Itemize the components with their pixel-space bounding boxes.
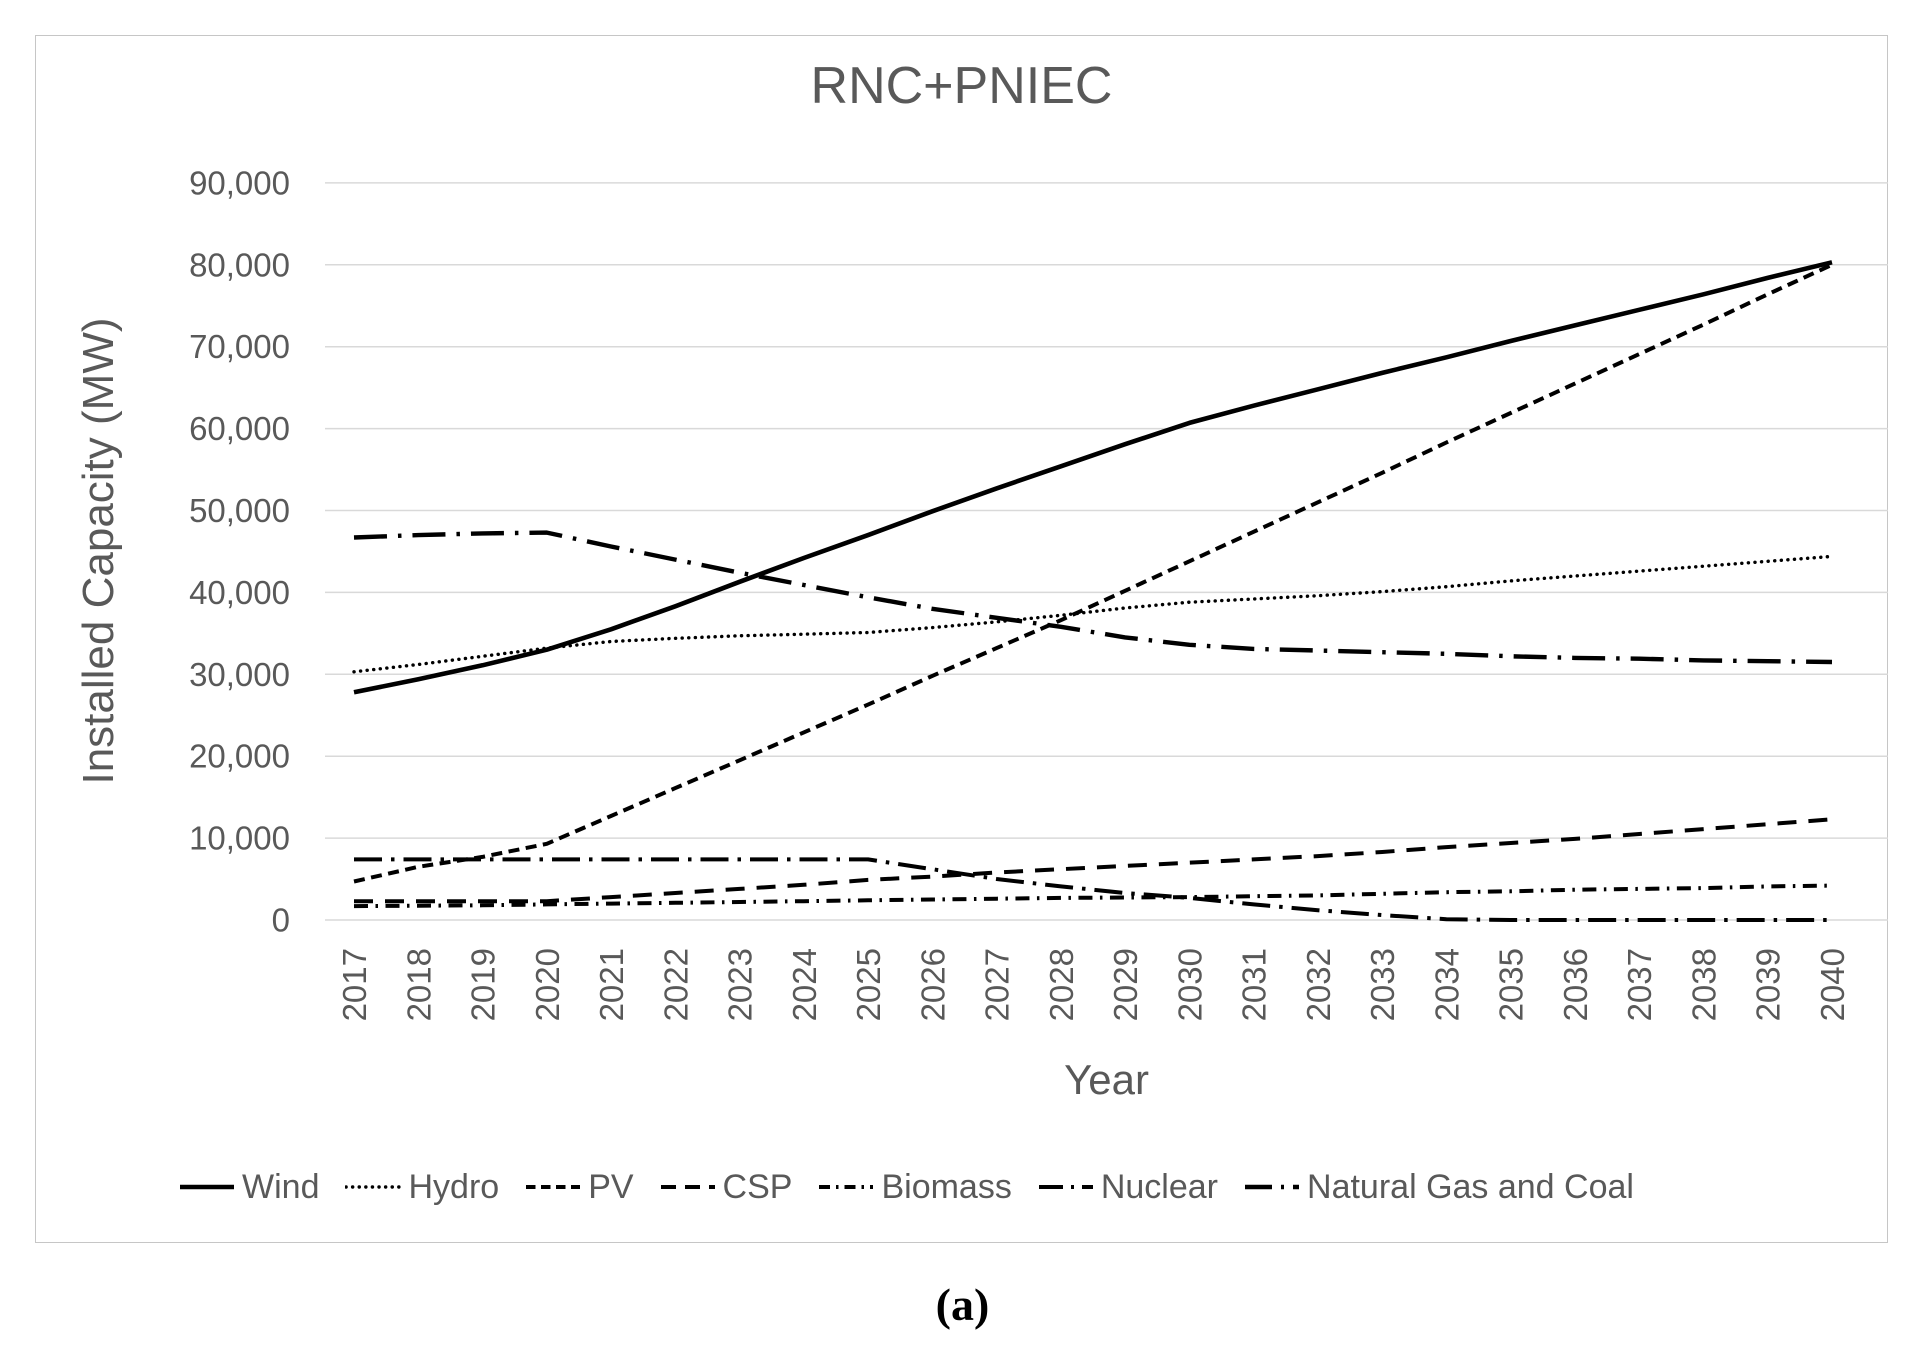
x-tick-label: 2038 <box>1685 948 1722 1021</box>
series-line-hydro <box>352 554 1834 674</box>
y-tick-label: 70,000 <box>189 328 290 365</box>
x-axis-title: Year <box>1064 1056 1149 1103</box>
chart-border <box>35 35 1888 1243</box>
gridlines <box>325 182 1888 921</box>
legend-item-natural-gas-and-coal: Natural Gas and Coal <box>1244 1168 1634 1207</box>
x-tick-label: 2024 <box>786 948 823 1021</box>
series-line-wind <box>353 260 1833 695</box>
y-tick-label: 20,000 <box>189 738 290 775</box>
x-tick-label: 2026 <box>914 948 951 1021</box>
x-tick-label: 2033 <box>1364 948 1401 1021</box>
x-tick-label: 2022 <box>657 948 694 1021</box>
legend-label: Hydro <box>408 1167 500 1206</box>
series-line-natural-gas-and-coal <box>353 530 1833 665</box>
series-line-pv <box>353 262 1833 884</box>
y-tick-label: 0 <box>272 902 290 939</box>
chart-title: RNC+PNIEC <box>810 57 1113 115</box>
y-tick-label: 90,000 <box>189 164 290 201</box>
legend-line-sample-biomass <box>819 1185 874 1189</box>
legend-line-sample-natural-gas-and-coal <box>1245 1184 1300 1190</box>
x-tick-label: 2030 <box>1171 948 1208 1021</box>
x-tick-label: 2018 <box>400 948 437 1021</box>
legend-label: PV <box>588 1167 634 1206</box>
x-tick-label: 2027 <box>979 948 1016 1021</box>
legend-label: Natural Gas and Coal <box>1307 1167 1634 1206</box>
series-line-biomass <box>353 883 1833 909</box>
x-tick-label: 2031 <box>1236 948 1273 1021</box>
y-tick-label: 30,000 <box>189 656 290 693</box>
legend-label: CSP <box>722 1167 793 1206</box>
legend-line-sample-csp <box>660 1185 715 1189</box>
x-tick-label: 2019 <box>465 948 502 1021</box>
x-axis-tick-labels: 2017 2018 2019 2020 2021 2022 2023 2024 2025 2026… <box>336 948 1851 1021</box>
legend-line-sample-pv <box>526 1185 581 1189</box>
legend-line-sample-hydro <box>345 1185 402 1189</box>
x-tick-label: 2034 <box>1428 948 1465 1021</box>
legend-label: Wind <box>242 1167 320 1206</box>
y-tick-label: 10,000 <box>189 820 290 857</box>
legend-label: Biomass <box>881 1167 1012 1206</box>
y-tick-label: 50,000 <box>189 492 290 529</box>
x-tick-label: 2035 <box>1493 948 1530 1021</box>
legend-item-pv: PV <box>525 1167 634 1207</box>
x-tick-label: 2029 <box>1107 948 1144 1021</box>
y-tick-label: 60,000 <box>189 410 290 447</box>
x-tick-label: 2028 <box>1043 948 1080 1021</box>
y-tick-label: 80,000 <box>189 246 290 283</box>
legend-item-hydro: Hydro <box>345 1168 499 1207</box>
legend-label: Nuclear <box>1100 1167 1219 1206</box>
legend-line-sample-nuclear <box>1038 1185 1093 1189</box>
y-tick-label: 40,000 <box>189 574 290 611</box>
y-axis-title: Installed Capacity (MW) <box>74 317 123 785</box>
legend-item-csp: CSP <box>660 1167 793 1207</box>
legend: Wind Hydro PV CSP Biomass Nuclear Natural Gas … <box>35 1164 1888 1210</box>
series-lines <box>352 260 1834 922</box>
x-tick-label: 2032 <box>1300 948 1337 1021</box>
x-tick-label: 2039 <box>1750 948 1787 1021</box>
x-tick-label: 2023 <box>722 948 759 1021</box>
x-tick-label: 2021 <box>593 948 630 1021</box>
x-tick-label: 2036 <box>1557 948 1594 1021</box>
y-axis-tick-labels: 0 10,000 20,000 30,000 40,000 50,000 60,000 70,… <box>189 164 290 938</box>
legend-item-biomass: Biomass <box>818 1167 1012 1207</box>
x-tick-label: 2020 <box>529 948 566 1021</box>
series-line-nuclear <box>354 857 1832 922</box>
legend-item-wind: Wind <box>179 1168 319 1207</box>
x-tick-label: 2025 <box>850 948 887 1021</box>
legend-item-nuclear: Nuclear <box>1038 1168 1218 1207</box>
figure-caption: (a) <box>935 1279 990 1330</box>
x-tick-label: 2037 <box>1621 948 1658 1021</box>
x-tick-label: 2017 <box>336 948 373 1021</box>
legend-line-sample-wind <box>180 1184 235 1190</box>
x-tick-label: 2040 <box>1814 948 1851 1021</box>
